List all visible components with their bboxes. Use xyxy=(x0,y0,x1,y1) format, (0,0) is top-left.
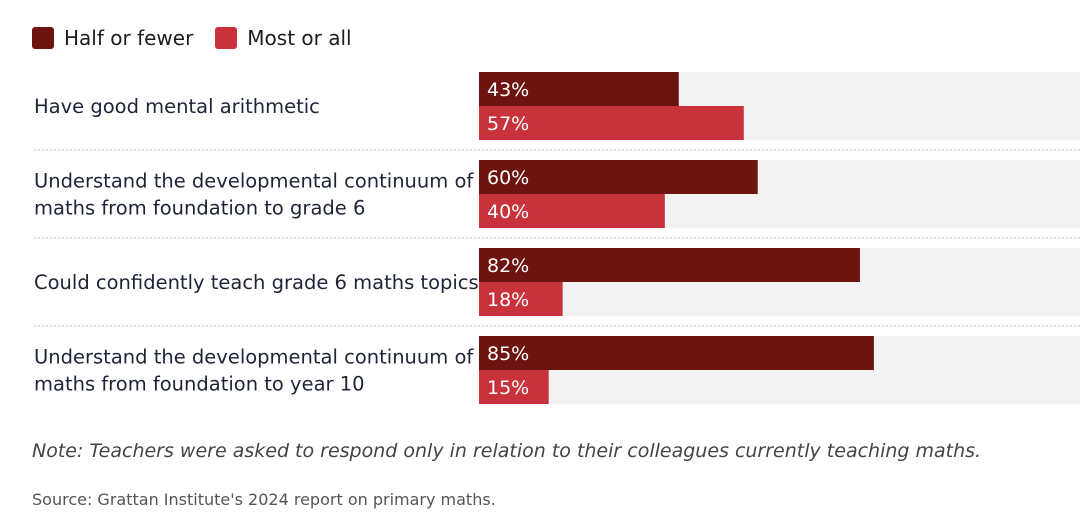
legend-item-half-or-fewer: Half or fewer xyxy=(32,26,193,50)
bar-half-or-fewer xyxy=(479,336,874,370)
bar-value-label: 18% xyxy=(487,289,529,311)
category-label: Could confidently teach grade 6 maths to… xyxy=(34,271,479,294)
bar-half-or-fewer xyxy=(479,248,860,282)
bar-value-label: 85% xyxy=(487,343,529,365)
bar-most-or-all xyxy=(479,194,665,228)
legend-swatch-most-or-all xyxy=(215,27,238,49)
bar-value-label: 40% xyxy=(487,201,529,223)
legend-label-most-or-all: Most or all xyxy=(247,26,352,50)
bar-most-or-all xyxy=(479,282,563,316)
legend-item-most-or-all: Most or all xyxy=(215,26,352,50)
category-label: Understand the developmental continuum o… xyxy=(34,170,474,220)
bar-half-or-fewer xyxy=(479,72,679,106)
bar-value-label: 43% xyxy=(487,79,529,101)
legend-label-half-or-fewer: Half or fewer xyxy=(64,26,194,50)
bar-half-or-fewer xyxy=(479,160,758,194)
bar-value-label: 60% xyxy=(487,167,529,189)
chart-source: Source: Grattan Institute's 2024 report … xyxy=(32,490,496,509)
bar-value-label: 57% xyxy=(487,113,529,135)
legend: Half or fewer Most or all xyxy=(32,26,374,50)
bar-value-label: 82% xyxy=(487,255,529,277)
category-label: Understand the developmental continuum o… xyxy=(34,346,474,396)
category-label: Have good mental arithmetic xyxy=(34,95,320,118)
bar-chart: 43% 57% Have good mental arithmetic 60% 40% U… xyxy=(34,72,1080,404)
bar-most-or-all xyxy=(479,106,744,140)
bar-most-or-all xyxy=(479,370,549,404)
legend-swatch-half-or-fewer xyxy=(32,27,54,49)
bar-value-label: 15% xyxy=(487,377,529,399)
chart-note: Note: Teachers were asked to respond onl… xyxy=(32,440,982,462)
